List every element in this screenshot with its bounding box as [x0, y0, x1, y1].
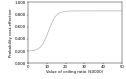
- Y-axis label: Probability cost-effective: Probability cost-effective: [9, 9, 13, 57]
- X-axis label: Value of ceiling ratio ($0000): Value of ceiling ratio ($0000): [46, 70, 104, 74]
